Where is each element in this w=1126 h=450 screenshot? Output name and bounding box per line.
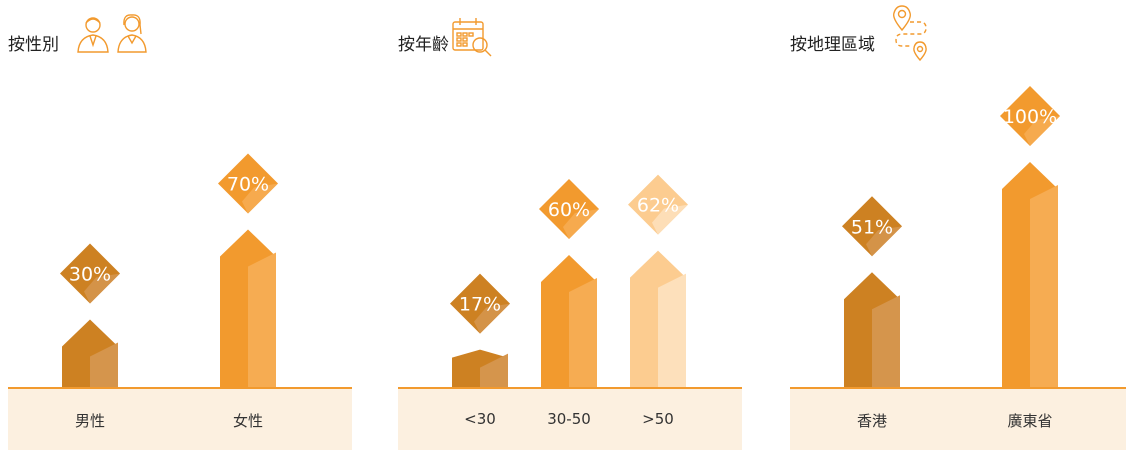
bar-2 [220,229,276,387]
panel-age: 按年齡 17% 60% 62% <30 30-50 >50 [398,0,742,450]
value-label: 30% [69,264,111,286]
category-strip [790,387,1126,450]
value-diamond: 17% [450,273,510,334]
value-label: 51% [851,216,893,238]
category-strip [8,387,352,450]
bar-side-face [480,353,508,387]
category-strip [398,387,742,450]
bar-side-face [1030,185,1058,387]
diamond-facet [242,183,278,214]
chart-region: 51% 100% [842,86,1060,387]
value-diamond: 30% [60,243,120,304]
bar-side-face [248,252,276,387]
value-diamond: 62% [628,174,688,235]
diamond-facet [84,273,120,304]
panel-title: 按性別 [8,35,59,55]
bar-side-face [658,273,686,387]
panel-title: 按年齡 [398,35,449,55]
panel-gender: 按性別 30% 70% 男性 女性 [8,0,352,450]
category-label: 廣東省 [1007,412,1053,430]
value-label: 70% [227,174,269,196]
panel-title: 按地理區域 [790,35,875,55]
bar-3 [630,250,686,387]
diamond-facet [563,209,599,239]
value-label: 100% [1003,106,1057,128]
value-diamond: 60% [539,179,599,239]
category-label: >50 [642,410,674,428]
diamond-facet [652,204,688,235]
value-diamond: 51% [842,196,902,257]
diamond-facet [474,303,510,334]
bar-2 [1002,162,1058,387]
diamond-facet [1024,116,1060,146]
value-label: 60% [548,199,590,221]
diamond-facet [866,226,902,257]
category-label: 男性 [74,412,105,430]
value-label: 62% [637,195,679,217]
bar-1 [62,319,118,387]
chart-age: 17% 60% 62% [450,174,688,387]
category-label: 香港 [856,412,887,430]
value-diamond: 100% [1000,86,1060,146]
calendar-search-icon [452,18,492,57]
category-label: <30 [464,410,496,428]
bar-side-face [872,295,900,387]
category-label: 30-50 [547,410,591,428]
chart-gender: 30% 70% [60,153,278,387]
value-diamond: 70% [218,153,278,214]
value-label: 17% [459,294,501,316]
map-location-route-icon [892,5,927,62]
bar-2 [541,255,597,387]
bar-side-face [569,278,597,387]
male-female-users-icon [77,14,147,53]
bar-1 [452,349,508,387]
bar-side-face [90,342,118,387]
category-label: 女性 [232,412,263,430]
panel-region: 按地理區域 51% 100% 香港 廣東省 [790,0,1126,450]
bar-1 [844,272,900,387]
